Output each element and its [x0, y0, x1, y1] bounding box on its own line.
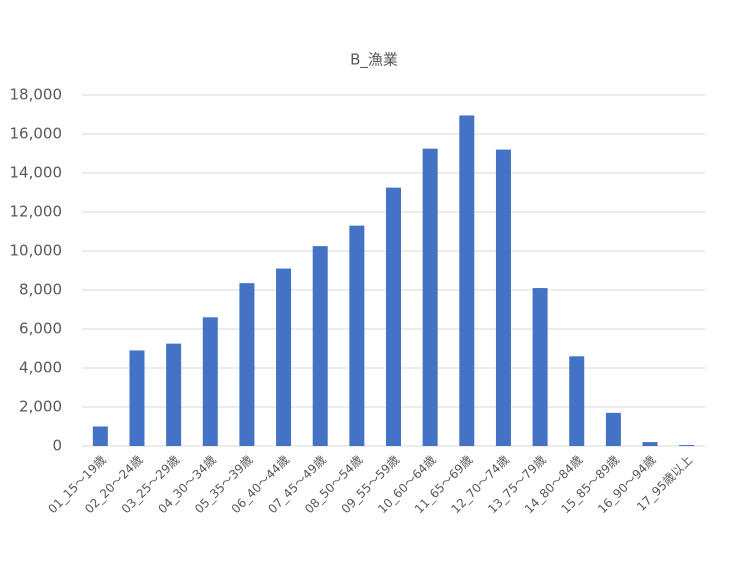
y-tick-label: 14,000 [10, 164, 63, 182]
bar [459, 115, 475, 446]
bar [312, 246, 328, 446]
bar [532, 288, 548, 446]
bar [129, 350, 145, 446]
y-tick-label: 6,000 [19, 320, 62, 338]
bar [349, 225, 365, 446]
y-tick-label: 0 [52, 437, 62, 455]
bar [605, 412, 621, 446]
y-tick-label: 18,000 [10, 86, 63, 104]
bar [422, 148, 438, 446]
bar [642, 442, 658, 446]
bar [495, 149, 511, 446]
bar [202, 317, 218, 446]
y-tick-label: 12,000 [10, 203, 63, 221]
chart-title: B_漁業 [350, 51, 398, 70]
bar [92, 426, 108, 446]
bar [386, 187, 401, 446]
y-tick-label: 2,000 [19, 398, 62, 416]
bar [166, 343, 182, 446]
y-tick-label: 10,000 [10, 242, 63, 260]
bar [239, 283, 255, 446]
bar [679, 445, 695, 446]
bar [276, 268, 292, 446]
y-tick-label: 4,000 [19, 359, 62, 377]
y-tick-label: 16,000 [10, 125, 63, 143]
y-tick-label: 8,000 [19, 281, 62, 299]
bar [569, 356, 585, 446]
